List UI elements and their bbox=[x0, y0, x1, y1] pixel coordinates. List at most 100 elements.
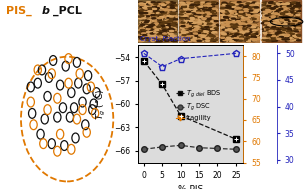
Circle shape bbox=[158, 27, 162, 28]
Circle shape bbox=[282, 23, 286, 24]
Text: b: b bbox=[42, 6, 50, 16]
Circle shape bbox=[191, 27, 195, 29]
Circle shape bbox=[195, 31, 199, 32]
Circle shape bbox=[200, 30, 204, 31]
Circle shape bbox=[292, 7, 295, 8]
Circle shape bbox=[288, 23, 292, 25]
Circle shape bbox=[264, 15, 268, 16]
Circle shape bbox=[180, 3, 184, 4]
Circle shape bbox=[233, 35, 237, 36]
Circle shape bbox=[148, 28, 152, 29]
Circle shape bbox=[286, 22, 290, 23]
Circle shape bbox=[229, 11, 233, 12]
Circle shape bbox=[202, 7, 206, 9]
Circle shape bbox=[213, 22, 217, 23]
Circle shape bbox=[186, 2, 190, 3]
Circle shape bbox=[151, 37, 155, 38]
Circle shape bbox=[208, 31, 212, 32]
Circle shape bbox=[244, 9, 248, 10]
Circle shape bbox=[247, 25, 251, 26]
Circle shape bbox=[273, 34, 277, 35]
Circle shape bbox=[231, 30, 235, 31]
Circle shape bbox=[197, 11, 201, 12]
Circle shape bbox=[227, 37, 231, 38]
Circle shape bbox=[170, 9, 174, 10]
Circle shape bbox=[168, 13, 172, 14]
Circle shape bbox=[193, 18, 197, 19]
Circle shape bbox=[283, 37, 287, 39]
Circle shape bbox=[275, 36, 278, 38]
Circle shape bbox=[293, 11, 297, 12]
Circle shape bbox=[248, 23, 252, 25]
Circle shape bbox=[191, 15, 195, 16]
Circle shape bbox=[198, 16, 202, 17]
Circle shape bbox=[263, 33, 267, 34]
Circle shape bbox=[243, 2, 247, 3]
Circle shape bbox=[190, 22, 194, 23]
Circle shape bbox=[154, 15, 158, 16]
Circle shape bbox=[195, 2, 199, 3]
Circle shape bbox=[294, 16, 298, 17]
Circle shape bbox=[295, 30, 299, 31]
Circle shape bbox=[249, 25, 253, 26]
Circle shape bbox=[181, 13, 185, 14]
Circle shape bbox=[187, 11, 191, 12]
Circle shape bbox=[296, 30, 300, 31]
Circle shape bbox=[196, 12, 200, 13]
Circle shape bbox=[264, 31, 268, 32]
Circle shape bbox=[291, 34, 295, 35]
Circle shape bbox=[200, 22, 204, 23]
Circle shape bbox=[141, 16, 145, 17]
Circle shape bbox=[273, 15, 277, 16]
Circle shape bbox=[245, 20, 249, 21]
Circle shape bbox=[296, 28, 300, 29]
Circle shape bbox=[197, 22, 201, 23]
Circle shape bbox=[277, 28, 281, 29]
Circle shape bbox=[285, 3, 289, 4]
Circle shape bbox=[273, 11, 277, 12]
Circle shape bbox=[253, 24, 257, 25]
Circle shape bbox=[231, 11, 235, 12]
Circle shape bbox=[212, 25, 216, 26]
Circle shape bbox=[235, 8, 239, 9]
Circle shape bbox=[139, 18, 143, 19]
Circle shape bbox=[173, 17, 177, 18]
Circle shape bbox=[252, 25, 256, 26]
Circle shape bbox=[169, 24, 173, 26]
Circle shape bbox=[182, 28, 186, 29]
Circle shape bbox=[189, 22, 193, 23]
Circle shape bbox=[144, 4, 148, 5]
Circle shape bbox=[277, 11, 281, 12]
Circle shape bbox=[242, 36, 246, 37]
Circle shape bbox=[243, 13, 247, 14]
Circle shape bbox=[240, 36, 244, 38]
Circle shape bbox=[281, 37, 285, 38]
Circle shape bbox=[198, 37, 202, 38]
Circle shape bbox=[296, 15, 300, 16]
Circle shape bbox=[272, 28, 276, 29]
Circle shape bbox=[143, 7, 147, 8]
Circle shape bbox=[199, 17, 203, 18]
Circle shape bbox=[144, 4, 148, 5]
Circle shape bbox=[162, 26, 166, 27]
Circle shape bbox=[237, 4, 241, 5]
Circle shape bbox=[179, 36, 183, 37]
Circle shape bbox=[277, 6, 281, 7]
Circle shape bbox=[162, 5, 166, 6]
Circle shape bbox=[186, 6, 190, 7]
Circle shape bbox=[159, 8, 163, 9]
Circle shape bbox=[253, 7, 257, 8]
Circle shape bbox=[204, 31, 208, 32]
Circle shape bbox=[200, 8, 205, 9]
Circle shape bbox=[220, 8, 224, 9]
Circle shape bbox=[235, 20, 239, 21]
Circle shape bbox=[238, 26, 242, 27]
Circle shape bbox=[275, 28, 279, 29]
Circle shape bbox=[206, 32, 210, 33]
Circle shape bbox=[239, 35, 243, 36]
Circle shape bbox=[277, 24, 281, 25]
Circle shape bbox=[251, 25, 255, 26]
Circle shape bbox=[212, 11, 216, 12]
Circle shape bbox=[271, 14, 275, 15]
Circle shape bbox=[266, 10, 270, 11]
